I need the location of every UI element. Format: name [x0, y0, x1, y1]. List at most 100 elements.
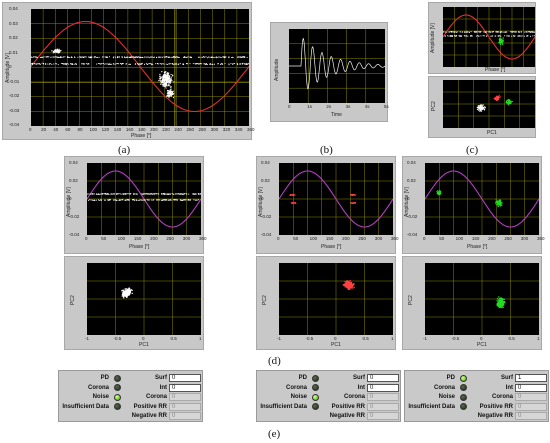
scatter-point: [103, 193, 105, 195]
scatter-point: [496, 303, 498, 306]
waveform-plot-b[interactable]: [289, 29, 385, 103]
tick-label: -0.02: [69, 214, 80, 219]
scatter-point: [159, 74, 161, 76]
scatter-point: [56, 51, 58, 53]
scatter-point: [507, 99, 509, 101]
indicator-label: Corona: [88, 384, 109, 391]
scatter-point: [120, 199, 122, 201]
scatter-point: [529, 35, 532, 37]
scatter-point: [159, 63, 161, 65]
count-value: 0: [367, 412, 399, 420]
count-label: Int: [357, 384, 365, 391]
scatter-point: [165, 82, 168, 84]
scatter-point: [146, 199, 148, 201]
scatter-point: [59, 56, 61, 58]
scatter-point: [515, 31, 517, 33]
scatter-point: [217, 63, 219, 65]
count-label: Corona: [492, 394, 513, 400]
prpd-panel-d-3: 0.04 0.02 0 -0.02 -0.04 0 50 100 150 200 250 300 360…: [402, 156, 545, 254]
scatter-point: [481, 109, 483, 111]
scatter-point: [53, 56, 55, 58]
scatter-point: [189, 56, 191, 58]
tick-label: 80: [77, 127, 83, 132]
scatter-point: [170, 56, 172, 58]
scatter-point: [481, 107, 483, 109]
scatter-point: [125, 294, 128, 296]
scatter-point: [496, 98, 498, 101]
scatter-point: [168, 97, 170, 99]
scatter-point: [203, 56, 205, 58]
count-value: 0: [169, 383, 201, 392]
count-value: 0: [169, 374, 201, 382]
scatter-point: [438, 194, 440, 196]
scatter-point: [506, 31, 508, 33]
indicator-label: PD: [298, 375, 307, 381]
scatter-point: [162, 193, 164, 195]
scatter-point: [60, 62, 62, 65]
scatter-point: [106, 56, 108, 58]
scatter-point: [498, 306, 501, 309]
status-led-icon: [114, 403, 121, 410]
scatter-point: [32, 56, 35, 58]
scatter-point: [149, 193, 151, 195]
scatter-point: [105, 193, 107, 195]
scatter-point: [115, 193, 117, 195]
pca-plot-d-2[interactable]: [279, 263, 393, 335]
scatter-point: [499, 299, 501, 302]
scatter-point: [167, 95, 169, 97]
tick-label: 0.02: [407, 178, 416, 183]
scatter-point: [100, 193, 102, 195]
scatter-point: [507, 101, 509, 104]
count-label: Negative RR: [131, 413, 167, 419]
scatter-point: [54, 51, 56, 53]
scatter-point: [88, 63, 90, 65]
scatter-point: [159, 80, 161, 82]
scatter-point: [168, 63, 170, 65]
scatter-point: [502, 39, 504, 42]
tick-label: 240: [174, 127, 182, 132]
scatter-point: [121, 56, 123, 58]
scatter-point: [524, 31, 526, 33]
scatter-point: [173, 199, 175, 201]
pca-plot-d-1[interactable]: [87, 263, 201, 335]
scatter-point: [36, 56, 38, 58]
scatter-point: [496, 204, 499, 206]
scatter-point: [177, 193, 179, 195]
scatter-point: [176, 193, 178, 195]
prpd-plot-d-3[interactable]: [425, 163, 539, 235]
scatter-point: [499, 297, 502, 300]
scatter-point: [169, 193, 171, 195]
count-label: Surf: [501, 375, 513, 381]
scatter-point: [219, 56, 221, 58]
status-led-icon: [114, 393, 121, 401]
scatter-point: [452, 31, 454, 33]
scatter-point: [510, 101, 512, 103]
pca-plot-c[interactable]: [443, 80, 535, 128]
tick-label: -0.02: [407, 214, 418, 219]
scatter-point: [112, 193, 114, 195]
prpd-plot-c[interactable]: [443, 7, 535, 67]
amplitude-axis-label: Amplitude [V]: [66, 187, 72, 217]
scatter-point: [135, 193, 137, 195]
status-led-icon: [114, 384, 121, 391]
scatter-point: [101, 62, 103, 65]
scatter-point: [504, 35, 506, 37]
scatter-point: [224, 62, 226, 65]
scatter-point: [465, 31, 467, 33]
prpd-plot-d-2[interactable]: [279, 163, 393, 235]
prpd-plot-a[interactable]: [31, 9, 249, 126]
prpd-plot-d-1[interactable]: [87, 163, 201, 235]
scatter-point: [124, 288, 126, 290]
status-led-icon: [114, 374, 121, 382]
scatter-point: [165, 78, 167, 80]
scatter-point: [162, 78, 164, 80]
scatter-point: [161, 199, 164, 201]
scatter-point: [496, 99, 498, 102]
scatter-point: [138, 56, 140, 58]
scatter-point: [166, 77, 168, 79]
scatter-point: [98, 193, 100, 195]
pca-plot-d-3[interactable]: [425, 263, 539, 335]
figure-label-b: (b): [320, 144, 333, 156]
scatter-point: [161, 80, 163, 82]
scatter-point: [156, 56, 158, 58]
